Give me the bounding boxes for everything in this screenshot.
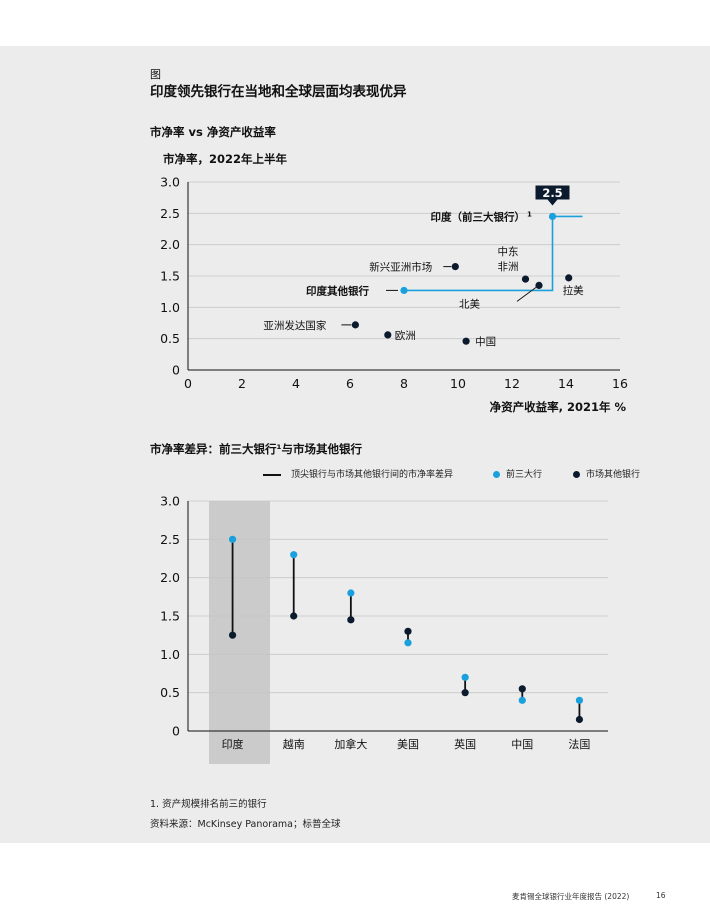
c1-point — [521, 275, 530, 283]
c1-x-axis-label: 净资产收益率, 2021年 % — [490, 400, 627, 414]
c1-x-tick-label: 10 — [450, 376, 466, 391]
c1-point — [565, 274, 573, 282]
c2-top3-point — [404, 639, 412, 647]
c2-top3-point — [461, 673, 469, 681]
c1-point-label: 新兴亚洲市场 — [369, 261, 432, 274]
legend-line-swatch — [263, 473, 281, 476]
india-connector-line — [404, 216, 554, 292]
c1-point — [384, 331, 392, 339]
c2-top3-point — [228, 535, 237, 543]
c1-point — [351, 321, 359, 329]
c1-point-label: 拉美 — [563, 284, 584, 297]
c2-top3-point — [518, 696, 526, 704]
c1-point-label: 印度其他银行 — [306, 284, 369, 297]
highlight-column-bg — [209, 501, 270, 764]
c1-point — [548, 212, 557, 221]
c2-y-tick-label: 3.0 — [160, 494, 180, 509]
c1-y-tick-label: 2.5 — [160, 206, 180, 221]
c1-x-tick-label: 6 — [346, 376, 354, 391]
c1-x-tick-label: 16 — [612, 376, 628, 391]
figure-panel — [0, 46, 710, 843]
figure-label: 图 — [150, 68, 161, 81]
c2-top3-point — [575, 696, 584, 704]
c2-y-tick-label: 2.0 — [160, 570, 180, 585]
c1-y-tick-label: 1.5 — [160, 269, 180, 284]
c1-point — [535, 281, 543, 289]
footnote-source: 资料来源：McKinsey Panorama；标普全球 — [150, 819, 341, 830]
c2-others-point — [404, 627, 412, 635]
c1-label-superscript: 1 — [527, 210, 532, 218]
c1-leader-line — [516, 287, 537, 302]
c2-category-label: 中国 — [511, 738, 533, 751]
c2-others-point — [518, 685, 526, 693]
c1-x-tick-label: 2 — [238, 376, 246, 391]
c2-others-point — [290, 612, 298, 620]
c1-point-label: 非洲 — [498, 261, 519, 273]
c2-others-point — [347, 616, 355, 624]
c1-y-tick-label: 0.5 — [160, 331, 180, 346]
legend-others-label: 市场其他银行 — [586, 470, 641, 480]
figure-title: 印度领先银行在当地和全球层面均表现优异 — [150, 84, 407, 100]
c1-point-label: 欧洲 — [395, 330, 416, 342]
c1-x-tick-label: 14 — [558, 376, 574, 391]
c1-point-label: 印度（前三大银行） 1 — [431, 210, 533, 223]
c2-category-label: 越南 — [283, 737, 305, 751]
c1-x-tick-label: 0 — [184, 376, 192, 391]
c1-point-label: 亚洲发达国家 — [263, 319, 326, 332]
c2-y-tick-label: 1.5 — [160, 609, 180, 624]
c1-point-label: 中国 — [475, 335, 496, 348]
legend-top3-item: 前三大行 — [493, 467, 542, 480]
callout-value: 2.5 — [542, 186, 562, 200]
c2-category-label: 美国 — [397, 738, 419, 751]
c2-category-label: 法国 — [568, 737, 590, 751]
chart1-subtitle: 市净率，2022年上半年 — [163, 152, 288, 166]
chart2-title: 市净率差异：前三大银行¹与市场其他银行 — [150, 442, 363, 456]
c1-point — [451, 263, 459, 271]
c1-x-tick-label: 12 — [504, 376, 520, 391]
c2-category-label: 英国 — [454, 737, 476, 751]
c2-top3-point — [290, 551, 298, 559]
c2-others-point — [461, 689, 469, 697]
footnote-1: 1. 资产规模排名前三的银行 — [150, 799, 267, 810]
c1-x-tick-label: 8 — [400, 376, 408, 391]
callout-badge — [535, 185, 570, 206]
c1-point-label: 中东 — [498, 245, 519, 258]
c1-point — [462, 337, 470, 345]
c1-y-tick-label: 2.0 — [160, 237, 180, 252]
c1-point — [400, 286, 408, 295]
legend-others-item: 市场其他银行 — [573, 467, 640, 480]
c2-y-tick-label: 1.0 — [160, 647, 180, 662]
legend-line-item: 顶尖银行与市场其他银行间的市净率差异 — [263, 467, 453, 480]
c2-y-tick-label: 0 — [172, 724, 180, 739]
legend-top3-swatch — [493, 471, 500, 478]
c2-others-point — [575, 715, 584, 724]
footer-report: 麦肯锡全球银行业年度报告 (2022) — [512, 892, 630, 901]
c1-x-tick-label: 4 — [292, 376, 300, 391]
c2-y-tick-label: 2.5 — [160, 532, 180, 547]
page-number: 16 — [656, 891, 666, 900]
c2-category-label: 加拿大 — [334, 737, 367, 751]
c2-category-label: 印度 — [222, 737, 244, 751]
chart1-title: 市净率 vs 净资产收益率 — [150, 125, 276, 139]
legend-top3-label: 前三大行 — [506, 470, 543, 480]
legend-line-label: 顶尖银行与市场其他银行间的市净率差异 — [291, 470, 454, 480]
c2-y-tick-label: 0.5 — [160, 685, 180, 700]
c2-top3-point — [347, 589, 355, 597]
legend-others-swatch — [573, 471, 580, 478]
c1-y-tick-label: 3.0 — [160, 175, 180, 190]
c1-y-tick-label: 1.0 — [160, 300, 180, 315]
c1-point-label: 北美 — [459, 297, 480, 310]
c1-y-tick-label: 0 — [172, 363, 180, 378]
c2-others-point — [228, 631, 237, 639]
